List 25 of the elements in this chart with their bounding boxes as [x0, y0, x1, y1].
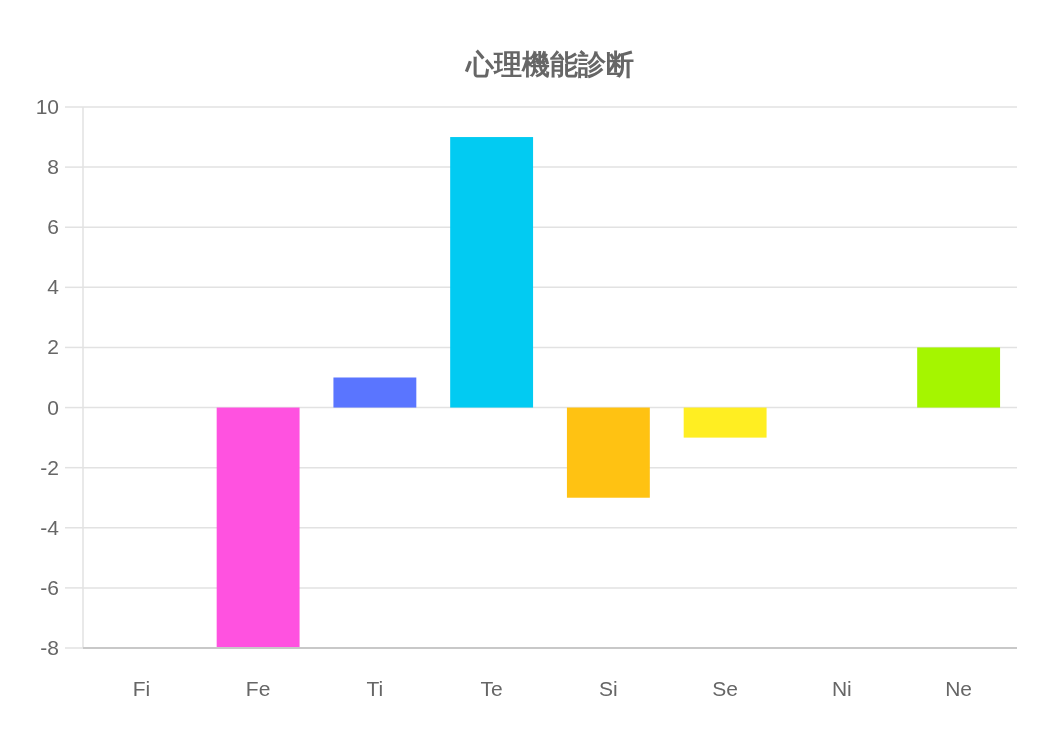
- x-tick-label: Fi: [132, 677, 151, 700]
- y-tick-label: 4: [47, 275, 60, 299]
- bar: [917, 347, 1001, 408]
- bar: [566, 407, 650, 498]
- y-tick-label: 10: [35, 95, 59, 118]
- y-tick-label: 6: [47, 215, 59, 239]
- y-tick-label: 0: [47, 395, 59, 419]
- x-tick-label: Te: [480, 677, 503, 700]
- bar: [450, 137, 534, 408]
- y-tick-label: -4: [40, 515, 60, 539]
- x-tick-label: Se: [712, 677, 738, 700]
- x-tick-label: Fe: [245, 677, 271, 700]
- y-tick-label: -8: [40, 636, 59, 659]
- x-tick-label: Ni: [831, 677, 852, 700]
- y-tick-label: -6: [40, 575, 59, 599]
- y-tick-label: 8: [47, 155, 59, 179]
- y-tick-label: 2: [47, 335, 59, 359]
- x-tick-label: Ti: [366, 677, 384, 700]
- x-tick-label: Si: [599, 677, 618, 700]
- x-tick-label: Ne: [945, 677, 973, 700]
- chart-title: 心理機能診断: [464, 49, 634, 80]
- bar: [683, 407, 767, 438]
- bar: [216, 407, 300, 648]
- y-tick-label: -2: [40, 455, 59, 479]
- bar: [333, 377, 417, 408]
